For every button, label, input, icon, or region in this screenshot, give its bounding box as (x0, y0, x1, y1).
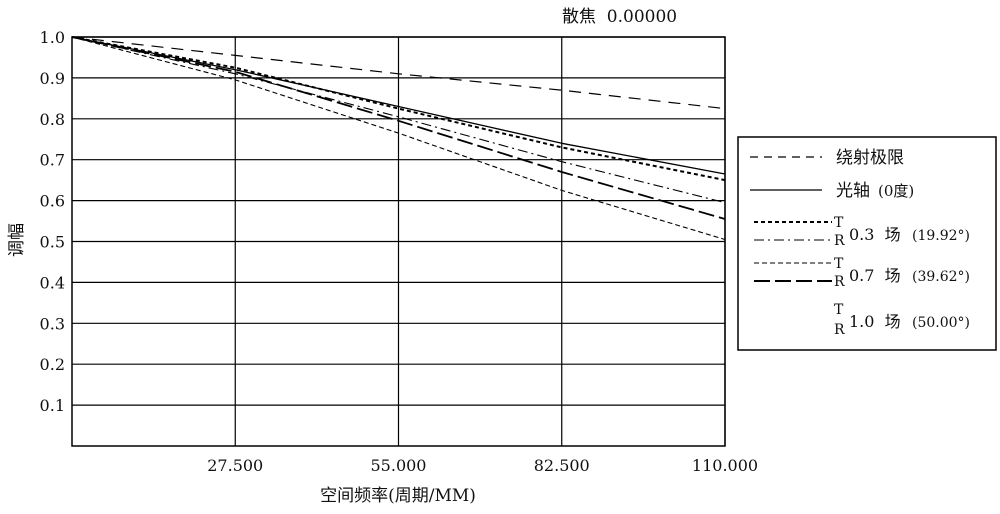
legend-mark-r-f10: R (834, 322, 845, 338)
x-tick-labels: 27.500 55.000 82.500 110.000 (207, 456, 758, 475)
y-tick-label: 1.0 (40, 28, 65, 47)
legend: 绕射极限 光轴(0度) T R 0.3 场 (19.92°) T R 0.7 场… (738, 137, 996, 350)
y-tick-label: 0.3 (40, 314, 65, 333)
x-tick-label: 110.000 (692, 456, 758, 475)
y-tick-label: 0.2 (40, 355, 65, 374)
chart-title: 散焦 0.00000 (562, 7, 677, 27)
legend-label-f10: 1.0 场 (849, 312, 901, 331)
y-tick-label: 0.1 (40, 396, 65, 415)
x-tick-label: 27.500 (207, 456, 263, 475)
legend-angle-f07: (39.62°) (912, 269, 970, 285)
legend-label-f03: 0.3 场 (849, 225, 901, 244)
y-tick-label: 0.8 (40, 110, 65, 129)
legend-mark-t-f03: T (834, 215, 844, 231)
y-tick-labels: 0.1 0.2 0.3 0.4 0.5 0.6 0.7 0.8 0.9 1.0 (40, 28, 65, 415)
legend-label-diffraction: 绕射极限 (836, 148, 904, 168)
legend-mark-r-f07: R (834, 274, 845, 290)
y-tick-label: 0.9 (40, 69, 65, 88)
x-axis-label: 空间频率(周期/MM) (320, 486, 476, 506)
legend-mark-r-f03: R (834, 233, 845, 249)
legend-label-f07: 0.7 场 (849, 266, 901, 285)
y-tick-label: 0.6 (40, 192, 65, 211)
y-tick-label: 0.7 (40, 151, 65, 170)
y-tick-label: 0.5 (40, 233, 65, 252)
legend-angle-f10: (50.00°) (912, 315, 970, 331)
legend-angle-f03: (19.92°) (912, 228, 970, 244)
x-tick-label: 55.000 (371, 456, 427, 475)
y-tick-label: 0.4 (40, 273, 65, 292)
x-tick-label: 82.500 (534, 456, 590, 475)
legend-mark-t-f07: T (834, 256, 844, 272)
grid (72, 37, 725, 446)
y-axis-label: 调幅 (7, 223, 27, 257)
legend-mark-t-f10: T (834, 302, 844, 318)
